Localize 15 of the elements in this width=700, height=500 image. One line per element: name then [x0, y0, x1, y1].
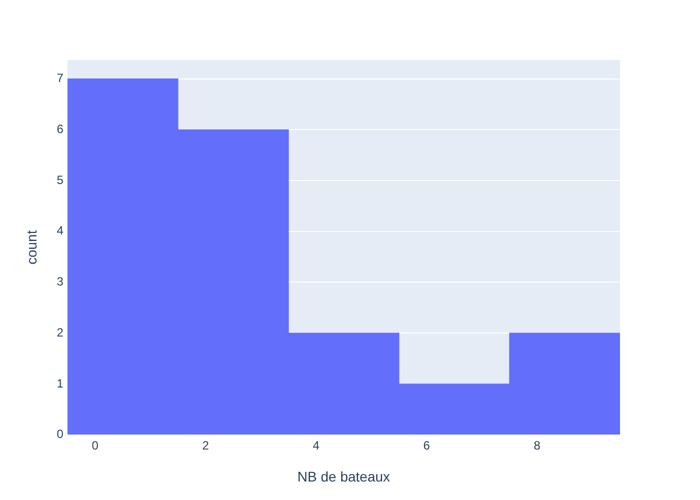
x-tick-label: 4 — [312, 438, 320, 452]
x-axis-title: NB de bateaux — [297, 468, 390, 484]
x-tick-label: 0 — [92, 438, 99, 452]
y-tick-label: 3 — [56, 274, 64, 289]
y-tick-label: 2 — [56, 325, 64, 340]
y-tick-label: 6 — [56, 122, 64, 136]
y-tick-label: 1 — [56, 376, 64, 390]
y-tick-label: 7 — [56, 71, 64, 86]
x-tick-label: 8 — [534, 438, 541, 452]
y-axis-title: count — [23, 230, 40, 265]
y-tick-label: 4 — [56, 224, 64, 238]
y-tick-label: 5 — [56, 172, 64, 187]
x-tick-label: 6 — [423, 438, 430, 452]
x-tick-label: 2 — [202, 438, 210, 452]
y-tick-label: 0 — [56, 427, 64, 442]
